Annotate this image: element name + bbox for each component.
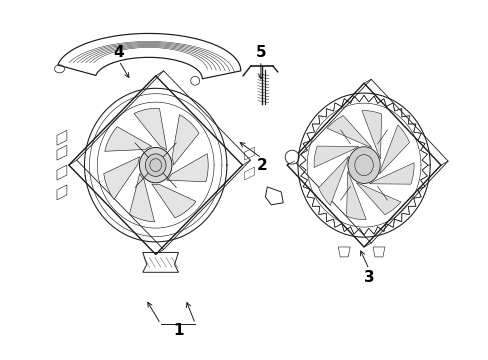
Polygon shape	[355, 183, 400, 215]
Polygon shape	[104, 127, 151, 151]
Polygon shape	[313, 146, 358, 167]
Ellipse shape	[285, 150, 299, 164]
Polygon shape	[172, 114, 199, 165]
Text: 4: 4	[113, 45, 124, 60]
Text: 3: 3	[363, 270, 374, 285]
Polygon shape	[318, 156, 348, 205]
Polygon shape	[166, 154, 208, 182]
Polygon shape	[134, 108, 166, 150]
Polygon shape	[129, 174, 154, 222]
Polygon shape	[326, 116, 371, 148]
Polygon shape	[346, 171, 366, 220]
Polygon shape	[368, 163, 413, 184]
Ellipse shape	[139, 148, 172, 183]
Polygon shape	[379, 125, 409, 174]
Polygon shape	[361, 111, 381, 159]
Ellipse shape	[347, 147, 380, 184]
Polygon shape	[151, 184, 196, 218]
Ellipse shape	[145, 154, 166, 176]
Text: 1: 1	[173, 323, 183, 338]
Polygon shape	[103, 157, 140, 199]
Text: 5: 5	[255, 45, 265, 60]
Text: 2: 2	[256, 158, 267, 172]
